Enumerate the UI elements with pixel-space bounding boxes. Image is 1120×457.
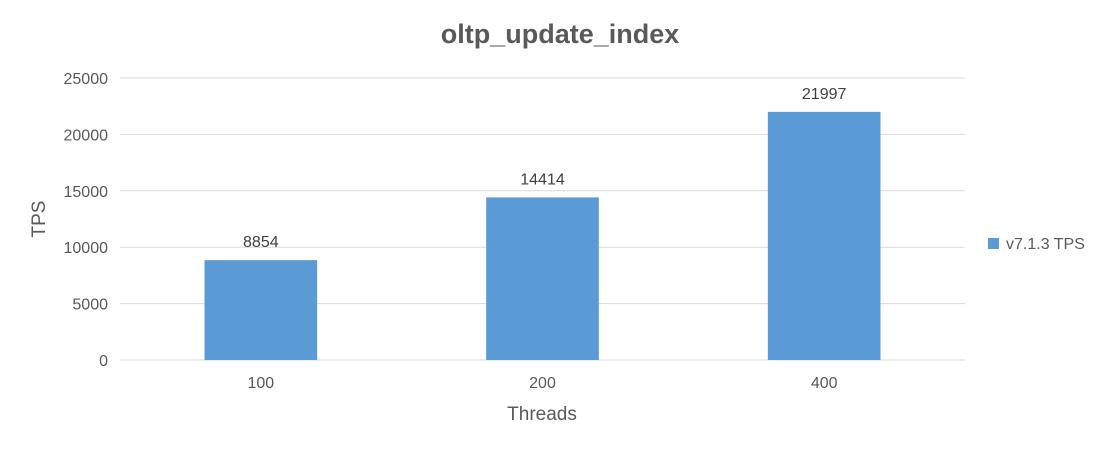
y-axis-title: TPS bbox=[29, 201, 50, 238]
x-tick-label: 100 bbox=[247, 375, 274, 392]
y-tick-label: 25000 bbox=[64, 71, 109, 88]
y-tick-label: 15000 bbox=[64, 184, 109, 201]
x-tick-label: 200 bbox=[529, 375, 556, 392]
data-label: 8854 bbox=[243, 234, 279, 251]
y-tick-label: 20000 bbox=[64, 127, 109, 144]
legend: v7.1.3 TPS bbox=[988, 236, 1085, 253]
x-axis-title: Threads bbox=[507, 404, 577, 425]
bar bbox=[204, 260, 318, 360]
data-label: 14414 bbox=[520, 171, 565, 188]
y-tick-label: 0 bbox=[99, 353, 108, 370]
y-axis-ticks: 0 5000 10000 15000 20000 25000 bbox=[64, 71, 109, 370]
legend-swatch bbox=[988, 238, 999, 249]
chart-title: oltp_update_index bbox=[441, 19, 680, 49]
data-label: 21997 bbox=[802, 86, 847, 103]
bar bbox=[767, 111, 881, 360]
y-tick-label: 5000 bbox=[72, 297, 108, 314]
x-tick-label: 400 bbox=[811, 375, 838, 392]
y-tick-label: 10000 bbox=[64, 240, 109, 257]
x-axis-ticks: 100 200 400 bbox=[247, 375, 837, 392]
data-labels: 8854 14414 21997 bbox=[243, 86, 846, 251]
legend-label: v7.1.3 TPS bbox=[1006, 236, 1085, 253]
bars bbox=[204, 111, 881, 360]
bar bbox=[486, 197, 599, 360]
